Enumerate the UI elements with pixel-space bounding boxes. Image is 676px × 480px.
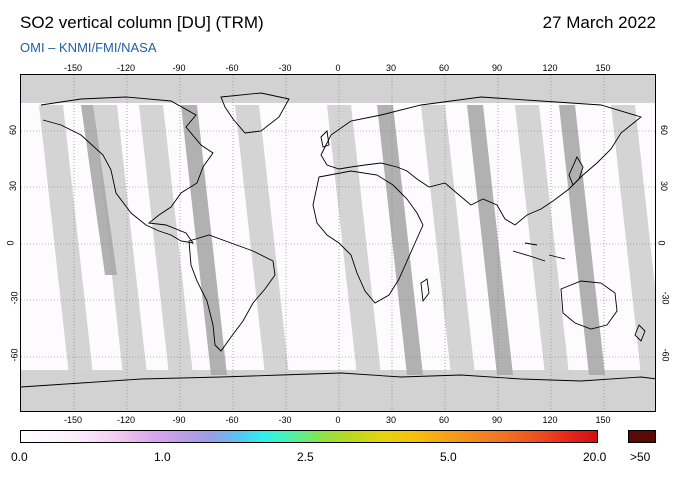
- colorbar-label: 2.5: [297, 450, 314, 464]
- lat-tick-label: 0: [656, 240, 667, 246]
- greenland-coast: [220, 92, 290, 134]
- lat-tick-label: -60: [660, 348, 671, 362]
- lat-tick-label: 30: [8, 180, 19, 192]
- lon-tick-label: -60: [225, 415, 239, 425]
- antarctica-coast: [21, 372, 655, 388]
- lon-tick-label: 120: [542, 63, 558, 73]
- world-map: [20, 74, 656, 412]
- colorbar-label: 5.0: [440, 450, 457, 464]
- lon-tick-label: -30: [278, 63, 292, 73]
- colorbar-label: 1.0: [154, 450, 171, 464]
- lon-tick-label: 120: [542, 415, 558, 425]
- japan-coast: [568, 156, 584, 186]
- map-title: SO2 vertical column [DU] (TRM): [20, 13, 264, 32]
- lon-tick-label: -90: [172, 415, 186, 425]
- lat-tick-label: -30: [9, 291, 20, 305]
- north-polar-no-data: [21, 75, 655, 103]
- lon-tick-label: -150: [63, 63, 82, 73]
- lon-tick-label: 90: [491, 415, 502, 425]
- lon-tick-label: -150: [63, 415, 82, 425]
- coastlines: [21, 92, 655, 388]
- new-zealand-coast: [634, 324, 646, 342]
- lon-tick-label: -30: [278, 415, 292, 425]
- lon-tick-label: 60: [438, 63, 449, 73]
- madagascar-coast: [420, 278, 430, 303]
- lat-tick-label: 60: [659, 124, 670, 136]
- lon-tick-label: -120: [116, 415, 135, 425]
- lat-tick-label: -60: [9, 348, 20, 362]
- south-america-coast: [188, 234, 276, 352]
- colorbar-overflow-swatch: [628, 430, 656, 443]
- colorbar-over-label: >50: [630, 450, 651, 464]
- lat-tick-label: 30: [659, 180, 670, 192]
- swath-gaps: [39, 105, 655, 375]
- north-america-coast: [40, 96, 214, 244]
- colorbar-label: 0.0: [11, 450, 28, 464]
- south-polar-no-data: [21, 370, 655, 411]
- indonesia-coast: [512, 242, 566, 262]
- lon-tick-label: -90: [172, 63, 186, 73]
- australia-coast: [560, 280, 618, 330]
- lat-tick-label: -30: [660, 291, 671, 305]
- lat-tick-label: 60: [8, 124, 19, 136]
- lon-tick-label: 0: [335, 415, 341, 425]
- lon-tick-label: 150: [595, 63, 611, 73]
- lon-tick-label: 30: [385, 63, 396, 73]
- lon-tick-label: -120: [116, 63, 135, 73]
- colorbar-label: 20.0: [583, 450, 607, 464]
- lon-tick-label: -60: [225, 63, 239, 73]
- lon-tick-label: 150: [595, 415, 611, 425]
- lon-tick-label: 90: [491, 63, 502, 73]
- british-isles-coast: [320, 130, 330, 148]
- lon-tick-label: 60: [438, 415, 449, 425]
- map-date: 27 March 2022: [542, 13, 656, 32]
- data-credit: OMI – KNMI/FMI/NASA: [20, 40, 157, 55]
- colorbar-gradient: [20, 430, 598, 443]
- so2-map-canvas: [21, 75, 655, 411]
- eurasia-coast: [320, 96, 642, 226]
- lat-tick-label: 0: [5, 240, 16, 246]
- africa-coast: [312, 170, 424, 304]
- lon-tick-label: 0: [335, 63, 341, 73]
- lon-tick-label: 30: [385, 415, 396, 425]
